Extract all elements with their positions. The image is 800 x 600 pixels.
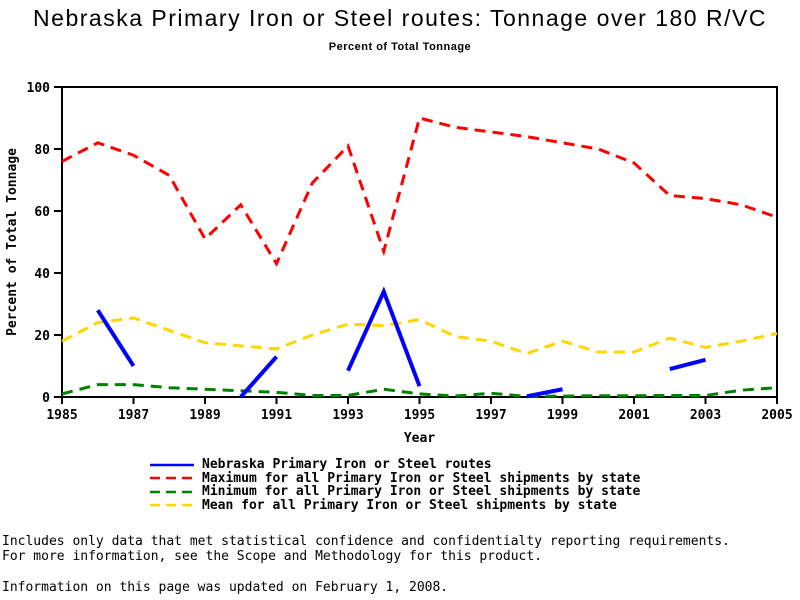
footnote-line: For more information, see the Scope and … [2, 548, 543, 564]
series-line-maximum [61, 116, 778, 267]
series-line-minimum [61, 383, 778, 398]
legend-label: Mean for all Primary Iron or Steel shipm… [202, 497, 617, 513]
legend-item-mean: Mean for all Primary Iron or Steel shipm… [150, 497, 640, 513]
x-tick-label: 1989 [189, 408, 220, 423]
footnote-block: Includes only data that met statistical … [2, 534, 730, 564]
chart-subtitle: Percent of Total Tonnage [328, 41, 472, 53]
y-axis-title: Percent of Total Tonnage [5, 148, 20, 336]
y-tick-label: 60 [34, 205, 50, 220]
y-tick-label: 100 [27, 81, 51, 96]
series-line-mean [61, 316, 778, 356]
series-line-nebraska [239, 355, 278, 399]
series-line-nebraska [669, 357, 707, 372]
legend-item-maximum: Maximum for all Primary Iron or Steel sh… [150, 470, 641, 486]
x-tick-label: 2003 [690, 408, 721, 423]
x-tick-label: 1999 [547, 408, 578, 423]
chart-legend: Nebraska Primary Iron or Steel routes Max… [150, 458, 640, 512]
updated-note: Information on this page was updated on … [2, 580, 449, 595]
y-tick-label: 40 [34, 267, 50, 282]
x-tick-label: 1987 [118, 408, 149, 423]
y-tick-label: 20 [34, 329, 50, 344]
legend-label: Minimum for all Primary Iron or Steel sh… [202, 484, 641, 499]
legend-line-sample-mean [150, 504, 194, 507]
legend-line-sample-minimum [150, 490, 194, 493]
series-line-nebraska [96, 309, 136, 368]
x-tick-label: 2001 [618, 408, 649, 423]
legend-item-minimum: Minimum for all Primary Iron or Steel sh… [150, 485, 640, 499]
legend-line-sample-maximum [150, 477, 194, 480]
x-tick-label: 1991 [261, 408, 292, 423]
y-tick-label: 80 [34, 143, 50, 158]
footnote-line: Includes only data that met statistical … [2, 534, 730, 549]
legend-label: Nebraska Primary Iron or Steel routes [202, 457, 492, 472]
plot-frame [61, 86, 778, 398]
series-line-nebraska [346, 286, 422, 387]
legend-label: Maximum for all Primary Iron or Steel sh… [202, 470, 641, 486]
y-tick-label: 0 [42, 391, 50, 406]
series-line-nebraska [526, 387, 563, 399]
x-tick-label: 2005 [761, 408, 792, 423]
x-tick-label: 1995 [404, 408, 435, 423]
x-axis-title: Year [404, 431, 435, 446]
line-chart: 0 20 40 60 80 100 1985 1987 1989 1991 1993 1995 1997… [5, 81, 793, 446]
legend-item-nebraska: Nebraska Primary Iron or Steel routes [150, 458, 640, 472]
chart-title: Nebraska Primary Iron or Steel routes: T… [33, 5, 767, 31]
x-tick-label: 1993 [332, 408, 363, 423]
x-tick-label: 1985 [46, 408, 77, 423]
legend-line-sample-nebraska [150, 463, 194, 466]
x-tick-label: 1997 [475, 408, 506, 423]
